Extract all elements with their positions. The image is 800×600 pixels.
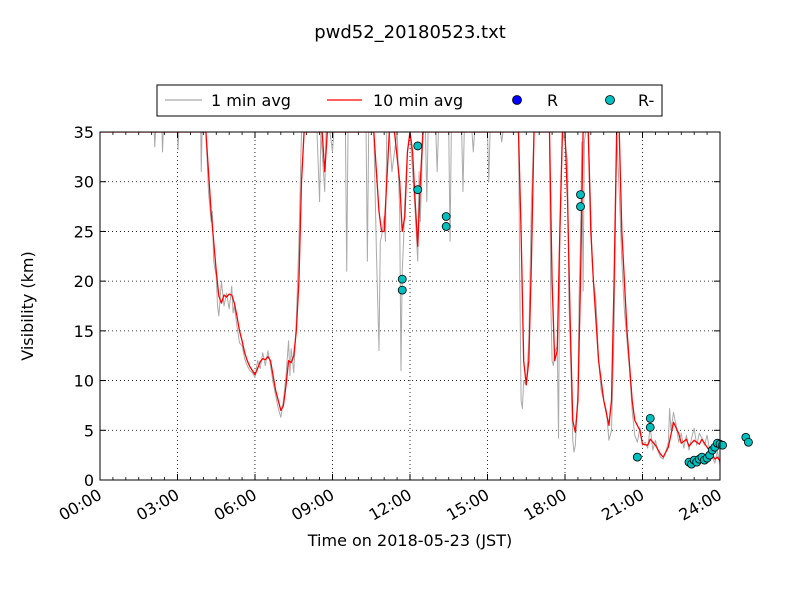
marker-r-minus: [397, 285, 407, 295]
y-tick-label: 25: [74, 222, 94, 241]
marker-r-minus: [576, 190, 585, 200]
x-tick-label: 06:00: [211, 485, 260, 525]
x-tick-labels: 00:00 03:00 06:00 09:00 12:00 15:00 18:00 21:00…: [56, 485, 725, 525]
marker-r-minus: [441, 212, 451, 221]
y-axis-label: Visibility (km): [18, 251, 37, 360]
legend-label-r: R: [547, 91, 558, 110]
y-tick-label: 0: [84, 471, 94, 490]
x-tick-label: 15:00: [443, 485, 492, 525]
legend: 1 min avg 10 min avg R R-: [156, 84, 663, 117]
chart-title: pwd52_20180523.txt: [314, 22, 506, 43]
y-tick-label: 30: [74, 173, 94, 192]
legend-marker-r: [512, 95, 522, 105]
marker-r-minus: [413, 185, 423, 195]
marker-r-minus: [718, 440, 727, 450]
marker-r-minus: [645, 413, 655, 423]
marker-r-minus: [441, 222, 451, 231]
legend-label-10min: 10 min avg: [373, 91, 463, 110]
legend-label-1min: 1 min avg: [211, 91, 291, 110]
marker-r-minus: [632, 452, 642, 462]
y-tick-label: 15: [74, 322, 94, 341]
legend-label-r-minus: R-: [638, 91, 654, 110]
y-tick-label: 10: [74, 372, 94, 391]
x-tick-label: 18:00: [521, 485, 570, 525]
grid: [100, 132, 720, 480]
marker-r-minus: [413, 141, 423, 151]
markers-layer: [397, 141, 753, 469]
x-tick-label: 09:00: [288, 485, 337, 525]
legend-marker-r-minus: [605, 95, 615, 105]
marker-r-minus: [397, 274, 407, 284]
series-line-1-min-avg: [100, 132, 720, 466]
y-tick-label: 20: [74, 272, 94, 291]
x-tick-label: 21:00: [598, 485, 647, 525]
x-tick-label: 00:00: [56, 485, 105, 525]
series-line-10-min-avg: [100, 132, 720, 462]
y-tick-labels: 0 5 10 15 20 25 30 35: [74, 123, 94, 490]
x-tick-label: 03:00: [133, 485, 182, 525]
marker-r-minus: [645, 422, 655, 432]
x-tick-label: 12:00: [366, 485, 415, 525]
y-tick-label: 5: [84, 421, 94, 440]
x-axis-label: Time on 2018-05-23 (JST): [307, 531, 512, 550]
legend-frame: [156, 84, 663, 117]
y-tick-label: 35: [74, 123, 94, 142]
marker-r-minus: [744, 437, 753, 447]
series-layer: [100, 132, 720, 466]
marker-r-minus: [576, 202, 585, 211]
ticks: [99, 131, 721, 481]
x-tick-label: 24:00: [676, 485, 725, 525]
